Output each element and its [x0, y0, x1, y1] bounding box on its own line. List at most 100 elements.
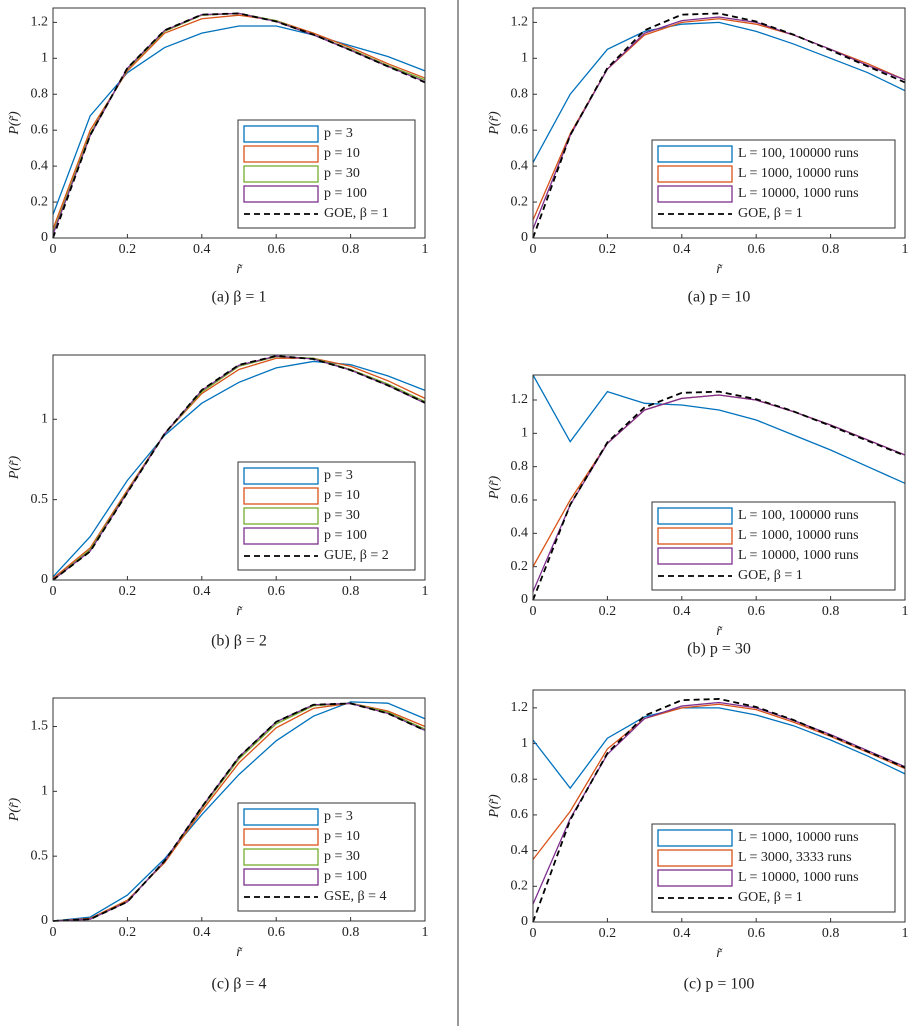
legend-swatch — [243, 487, 319, 505]
y-tick-label: 1.2 — [511, 15, 529, 30]
legend-label: p = 3 — [324, 468, 353, 483]
legend-label: p = 100 — [324, 869, 367, 884]
legend-label: L = 10000, 1000 runs — [738, 186, 859, 201]
legend-label: p = 10 — [324, 488, 360, 503]
legend-box — [237, 119, 416, 229]
x-tick-label: 0 — [530, 242, 537, 257]
caption: (c) β = 4 — [212, 976, 267, 993]
y-tick-label: 0.2 — [511, 194, 529, 209]
y-axis-label: P(r̃) — [487, 111, 502, 136]
x-tick-label: 0.8 — [342, 242, 360, 257]
series-line — [532, 707, 906, 790]
legend-label: GOE, β = 1 — [738, 890, 803, 905]
y-axis-label: P(r̃) — [7, 456, 22, 481]
legend-label: p = 30 — [324, 166, 360, 181]
x-tick-label: 0.8 — [342, 584, 360, 599]
x-tick-label: 0 — [530, 604, 537, 619]
legend-swatch — [657, 849, 733, 867]
y-tick-label: 0 — [521, 914, 528, 929]
y-tick-label: 0.6 — [511, 122, 529, 137]
axes-frame — [52, 354, 426, 581]
x-axis-label: r̃ — [236, 262, 243, 277]
series-line — [52, 25, 426, 215]
x-axis-label: r̃ — [716, 946, 723, 961]
x-axis-label: r̃ — [716, 262, 723, 277]
y-tick-label: 0.8 — [31, 86, 49, 101]
legend-label: p = 3 — [324, 126, 353, 141]
y-tick-label: 0 — [41, 913, 48, 928]
y-tick-label: 0.4 — [511, 843, 529, 858]
y-tick-label: 1.2 — [511, 392, 529, 407]
legend-swatch — [243, 165, 319, 183]
legend-label: L = 10000, 1000 runs — [738, 548, 859, 563]
series-line — [532, 16, 906, 230]
legend-swatch — [657, 869, 733, 887]
x-tick-label: 0.4 — [673, 604, 691, 619]
caption: (c) p = 100 — [684, 976, 755, 993]
series-line — [52, 702, 426, 922]
x-tick-label: 1 — [422, 925, 429, 940]
legend-swatch — [243, 185, 319, 203]
x-tick-label: 0.6 — [267, 925, 285, 940]
axes-frame — [532, 7, 906, 239]
legend-label: GOE, β = 1 — [324, 206, 389, 221]
legend-label: p = 3 — [324, 809, 353, 824]
legend-label: p = 100 — [324, 528, 367, 543]
y-tick-label: 0.8 — [511, 771, 529, 786]
y-tick-label: 1.2 — [31, 15, 49, 30]
legend-box — [237, 461, 416, 571]
x-tick-label: 1 — [902, 604, 909, 619]
x-tick-label: 0.6 — [267, 242, 285, 257]
legend-label: p = 30 — [324, 508, 360, 523]
x-tick-label: 0.6 — [267, 584, 285, 599]
x-tick-label: 0.6 — [747, 604, 765, 619]
y-tick-label: 0 — [521, 592, 528, 607]
legend-swatch — [243, 848, 319, 866]
y-tick-label: 0 — [521, 230, 528, 245]
x-tick-label: 0.4 — [193, 925, 211, 940]
x-tick-label: 0.2 — [599, 604, 617, 619]
axes-frame — [532, 689, 906, 923]
series-line — [532, 698, 906, 923]
y-tick-label: 0.4 — [511, 526, 529, 541]
legend-swatch — [243, 828, 319, 846]
x-axis-label: r̃ — [236, 945, 243, 960]
y-tick-label: 0 — [41, 230, 48, 245]
series-line — [52, 355, 426, 581]
x-tick-label: 0.6 — [747, 926, 765, 941]
y-axis-label: P(r̃) — [7, 111, 22, 136]
x-tick-label: 0.4 — [673, 242, 691, 257]
x-tick-label: 0 — [50, 584, 57, 599]
legend-box — [237, 802, 416, 912]
legend-swatch — [657, 145, 733, 163]
legend-label: L = 1000, 10000 runs — [738, 830, 859, 845]
legend-label: GOE, β = 1 — [738, 568, 803, 583]
y-tick-label: 0.2 — [511, 879, 529, 894]
y-tick-label: 0.4 — [31, 158, 49, 173]
y-tick-label: 0.8 — [511, 86, 529, 101]
legend-label: L = 1000, 10000 runs — [738, 528, 859, 543]
x-tick-label: 0 — [530, 926, 537, 941]
y-axis-label: P(r̃) — [487, 476, 502, 501]
legend-label: L = 1000, 10000 runs — [738, 166, 859, 181]
series-line — [532, 701, 906, 905]
legend-label: L = 100, 100000 runs — [738, 508, 859, 523]
y-tick-label: 0.4 — [511, 158, 529, 173]
legend-swatch — [243, 467, 319, 485]
x-tick-label: 1 — [422, 584, 429, 599]
x-tick-label: 1 — [902, 242, 909, 257]
y-tick-label: 1 — [41, 51, 48, 66]
caption: (a) β = 1 — [212, 289, 267, 306]
x-tick-label: 0.4 — [193, 584, 211, 599]
legend-label: p = 10 — [324, 829, 360, 844]
x-tick-label: 0.2 — [119, 242, 137, 257]
x-tick-label: 1 — [422, 242, 429, 257]
axes-frame — [52, 7, 426, 239]
x-tick-label: 0.8 — [822, 242, 840, 257]
legend-label: p = 10 — [324, 146, 360, 161]
legend-swatch — [657, 527, 733, 545]
y-tick-label: 1.2 — [511, 700, 529, 715]
legend-label: GSE, β = 4 — [324, 889, 386, 904]
y-tick-label: 1 — [521, 426, 528, 441]
